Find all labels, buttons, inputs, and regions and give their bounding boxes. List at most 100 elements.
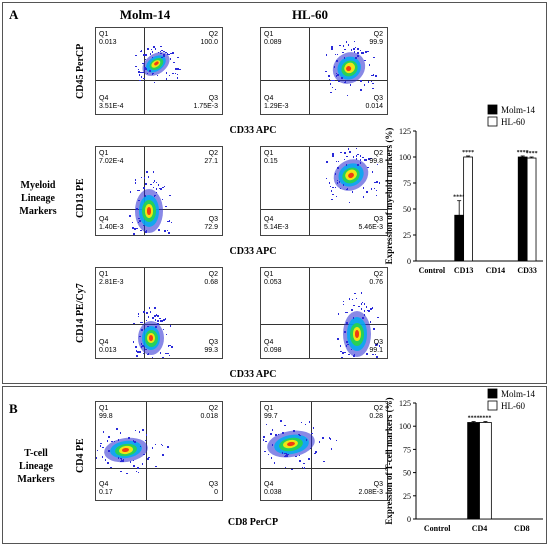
event-dot: [354, 292, 356, 295]
event-dot: [153, 81, 156, 84]
event-dot: [335, 75, 338, 77]
event-dot: [332, 186, 334, 189]
event-dot: [361, 317, 364, 320]
event-dot: [370, 157, 372, 160]
gate-horizontal-line: [261, 324, 387, 325]
panel-b-ylabel: CD4 PE: [75, 438, 86, 473]
event-dot: [145, 68, 148, 70]
event-dot: [155, 181, 158, 184]
event-dot: [359, 49, 362, 52]
event-dot: [370, 80, 373, 83]
event-dot: [128, 437, 130, 439]
legend-swatch: [487, 116, 498, 127]
event-dot: [96, 449, 98, 452]
event-dot: [371, 171, 374, 173]
event-dot: [140, 49, 143, 51]
event-dot: [346, 155, 348, 158]
event-dot: [147, 316, 150, 318]
event-dot: [262, 439, 265, 441]
y-tick-label: 50: [403, 205, 411, 214]
event-dot: [322, 437, 324, 439]
event-dot: [348, 353, 350, 356]
event-dot: [362, 156, 364, 159]
event-dot: [165, 72, 168, 74]
panel-b-letter: B: [9, 401, 18, 416]
event-dot: [159, 187, 161, 190]
event-dot: [136, 227, 138, 230]
row3-xlabel: CD33 APC: [229, 369, 277, 380]
event-dot: [337, 167, 339, 169]
event-dot: [334, 88, 337, 91]
event-dot: [145, 183, 147, 185]
event-dot: [107, 462, 109, 464]
legend-label: Molm-14: [501, 105, 536, 115]
event-dot: [303, 462, 305, 465]
event-dot: [370, 308, 372, 310]
quadrant-q1-label: Q1 2.81E-3: [99, 271, 124, 286]
event-dot: [308, 458, 310, 460]
event-dot: [295, 455, 297, 458]
event-dot: [132, 440, 135, 442]
event-dot: [368, 158, 370, 160]
event-dot: [134, 182, 137, 184]
event-dot: [169, 194, 171, 196]
event-dot: [117, 439, 120, 441]
event-dot: [351, 298, 354, 301]
quadrant-q4-label: Q4 3.51E-4: [99, 95, 124, 110]
event-dot: [363, 84, 366, 86]
event-dot: [280, 420, 282, 422]
event-dot: [142, 224, 145, 227]
event-dot: [151, 51, 154, 53]
event-dot: [378, 345, 381, 347]
myeloid-bar-chart: 0 25 50 75 100 125 Expression of myeloid marke…: [384, 104, 543, 275]
quadrant-q3-label: Q3 1.75E-3: [193, 95, 218, 110]
legend-swatch: [487, 388, 498, 399]
event-dot: [370, 188, 373, 190]
event-dot: [264, 450, 266, 453]
gate-vertical-line: [309, 268, 310, 358]
event-dot: [330, 448, 333, 450]
event-dot: [360, 89, 362, 91]
event-dot: [347, 148, 350, 150]
quadrant-q4-label: Q4 0.17: [99, 481, 113, 496]
event-dot: [138, 217, 140, 220]
event-dot: [371, 74, 373, 77]
event-dot: [153, 195, 156, 198]
event-dot: [341, 357, 343, 358]
event-dot: [323, 460, 325, 463]
event-dot: [367, 166, 369, 169]
event-dot: [376, 343, 379, 345]
event-dot: [263, 436, 265, 438]
quadrant-q3-label: Q3 0.014: [365, 95, 383, 110]
tcell-bar-chart: 0 25 50 75 100 125 Expression of T-cell marker…: [384, 388, 543, 533]
event-dot: [147, 353, 150, 355]
event-dot: [284, 424, 286, 427]
event-dot: [153, 180, 156, 182]
event-dot: [271, 444, 274, 446]
event-dot: [162, 454, 164, 456]
event-dot: [172, 72, 174, 75]
event-dot: [120, 458, 123, 460]
event-dot: [343, 57, 346, 59]
event-dot: [165, 51, 167, 54]
event-dot: [332, 155, 334, 157]
event-dot: [357, 164, 359, 166]
event-dot: [304, 423, 307, 426]
event-dot: [335, 160, 338, 163]
quadrant-q2-label: Q2 0.76: [369, 271, 383, 286]
event-dot: [282, 432, 284, 434]
event-dot: [345, 41, 348, 43]
event-dot: [330, 190, 333, 192]
bar-hl60-cd13: [463, 156, 473, 262]
event-dot: [355, 155, 358, 157]
event-dot: [134, 228, 136, 230]
event-dot: [135, 470, 138, 473]
event-dot: [351, 191, 354, 193]
event-dot: [376, 181, 378, 183]
event-dot: [367, 309, 369, 312]
y-tick-label: 100: [399, 153, 411, 162]
event-dot: [326, 161, 328, 163]
gate-vertical-line: [144, 268, 145, 358]
flow-plot-cd4-hl60: Q1 99.7 Q2 0.28 Q3 2.08E-3 Q4 0.038: [260, 401, 388, 501]
event-dot: [142, 352, 145, 355]
